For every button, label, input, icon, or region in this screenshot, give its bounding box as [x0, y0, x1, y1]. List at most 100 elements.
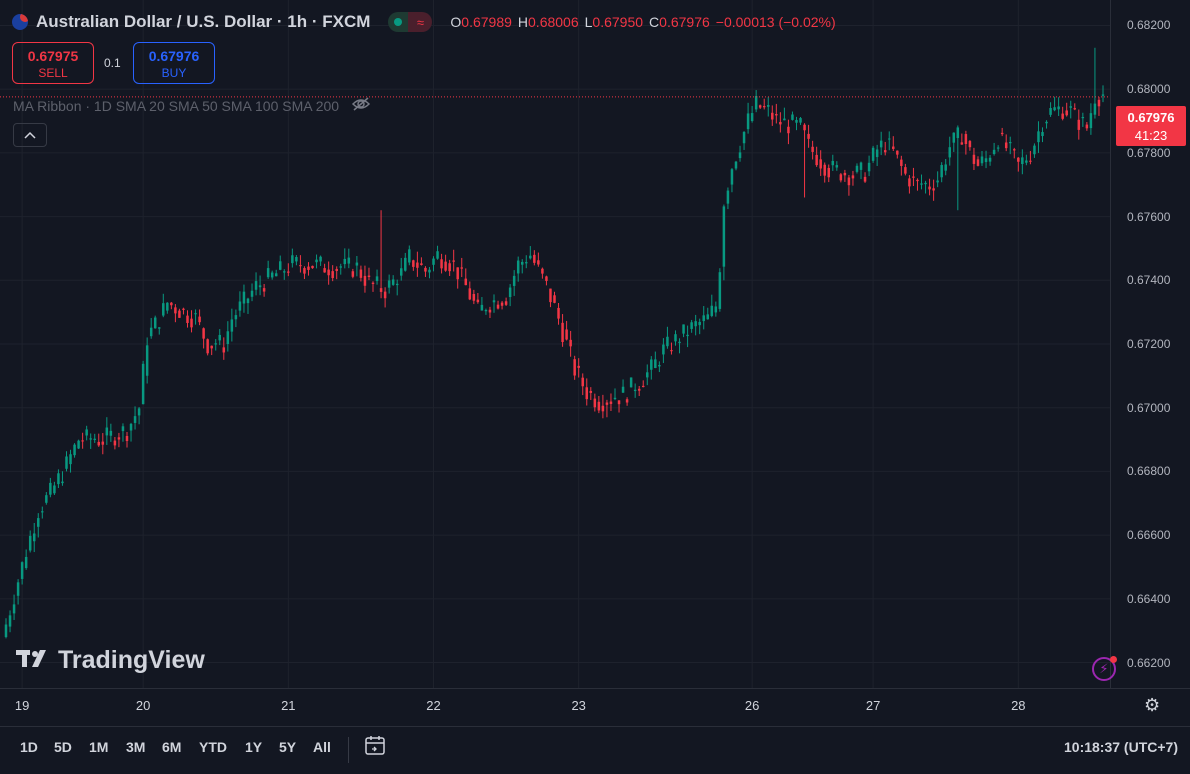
candle-down[interactable]	[125, 435, 129, 441]
candle-down[interactable]	[976, 159, 980, 166]
candle-down[interactable]	[585, 387, 589, 400]
candle-up[interactable]	[158, 327, 161, 329]
candle-up[interactable]	[16, 582, 20, 596]
candle-up[interactable]	[129, 423, 133, 431]
candle-down[interactable]	[549, 288, 552, 303]
candle-up[interactable]	[37, 518, 40, 527]
candle-down[interactable]	[883, 150, 887, 153]
candle-up[interactable]	[980, 156, 984, 164]
candle-down[interactable]	[932, 188, 935, 191]
candle-up[interactable]	[1101, 94, 1105, 96]
candle-up[interactable]	[492, 300, 496, 303]
candle-down[interactable]	[597, 401, 601, 411]
candle-up[interactable]	[710, 305, 714, 316]
candle-up[interactable]	[1049, 108, 1052, 115]
candle-down[interactable]	[440, 259, 443, 269]
price-scale[interactable]: 0.68200 0.68000 0.67800 0.67600 0.67400 0.672…	[1110, 0, 1190, 688]
candle-up[interactable]	[726, 190, 730, 204]
candle-up[interactable]	[49, 482, 52, 495]
candle-down[interactable]	[222, 347, 226, 353]
candle-up[interactable]	[835, 165, 839, 168]
lightning-icon[interactable]: ⚡	[1092, 656, 1117, 681]
candle-up[interactable]	[767, 105, 770, 107]
candle-down[interactable]	[637, 388, 641, 391]
candle-up[interactable]	[867, 162, 871, 172]
candle-down[interactable]	[541, 268, 544, 274]
candle-up[interactable]	[508, 287, 512, 298]
candle-down[interactable]	[117, 437, 121, 440]
candle-up[interactable]	[992, 149, 996, 154]
candle-up[interactable]	[149, 327, 153, 337]
candle-up[interactable]	[246, 298, 250, 304]
candle-up[interactable]	[234, 315, 238, 320]
candle-up[interactable]	[258, 285, 262, 288]
candle-up[interactable]	[936, 180, 939, 183]
candle-up[interactable]	[391, 279, 395, 285]
candle-down[interactable]	[363, 275, 367, 286]
candle-up[interactable]	[855, 165, 859, 172]
candle-down[interactable]	[331, 271, 334, 279]
candle-up[interactable]	[274, 273, 278, 277]
collapse-legend-button[interactable]	[13, 123, 47, 147]
candle-up[interactable]	[875, 149, 879, 158]
candle-up[interactable]	[678, 341, 681, 344]
range-button-1y[interactable]: 1Y	[245, 739, 263, 755]
candle-up[interactable]	[516, 260, 520, 274]
chart-area[interactable]	[0, 0, 1110, 688]
candle-up[interactable]	[783, 118, 786, 121]
buy-button[interactable]: 0.67976 BUY	[133, 42, 215, 84]
candle-up[interactable]	[24, 556, 28, 569]
go-to-date-icon[interactable]	[364, 735, 388, 762]
candle-down[interactable]	[424, 267, 427, 272]
candle-down[interactable]	[1085, 124, 1089, 129]
candle-down[interactable]	[198, 316, 201, 323]
candle-up[interactable]	[706, 314, 710, 320]
candle-up[interactable]	[278, 261, 282, 270]
candle-down[interactable]	[351, 271, 355, 277]
candle-down[interactable]	[916, 179, 919, 182]
candle-up[interactable]	[137, 408, 141, 416]
candle-up[interactable]	[662, 344, 665, 355]
range-button-1m[interactable]: 1M	[89, 739, 109, 755]
candle-down[interactable]	[174, 307, 177, 314]
candle-down[interactable]	[839, 174, 843, 181]
candle-down[interactable]	[553, 295, 556, 303]
indicator-legend[interactable]: MA Ribbon · 1D SMA 20 SMA 50 SMA 100 SMA…	[13, 96, 371, 115]
candle-up[interactable]	[1041, 132, 1044, 137]
candle-up[interactable]	[666, 336, 669, 347]
candle-up[interactable]	[291, 255, 294, 264]
candle-down[interactable]	[819, 159, 822, 169]
candle-up[interactable]	[73, 444, 76, 456]
range-button-6m[interactable]: 6M	[162, 739, 182, 755]
candle-down[interactable]	[472, 293, 476, 301]
candle-down[interactable]	[1073, 108, 1077, 110]
symbol-title[interactable]: Australian Dollar / U.S. Dollar · 1h · F…	[36, 12, 371, 31]
candle-up[interactable]	[654, 359, 657, 369]
candle-up[interactable]	[153, 317, 157, 329]
candle-up[interactable]	[996, 147, 1000, 149]
candle-down[interactable]	[327, 269, 330, 276]
time-scale[interactable]: ⚙ 19 20 21 22 23 26 27 28	[0, 688, 1190, 727]
candle-down[interactable]	[843, 172, 847, 176]
candle-up[interactable]	[266, 268, 270, 278]
candle-up[interactable]	[529, 255, 532, 259]
candle-down[interactable]	[807, 133, 810, 139]
candle-up[interactable]	[722, 206, 726, 267]
candle-up[interactable]	[1025, 160, 1028, 163]
candle-down[interactable]	[307, 266, 310, 270]
candle-up[interactable]	[629, 377, 633, 388]
candle-down[interactable]	[960, 142, 964, 145]
candle-down[interactable]	[1017, 157, 1020, 162]
timezone-clock[interactable]: 10:18:37 (UTC+7)	[1064, 739, 1178, 755]
candle-up[interactable]	[1045, 121, 1048, 124]
candle-down[interactable]	[779, 121, 782, 125]
candle-up[interactable]	[871, 147, 875, 161]
candle-down[interactable]	[968, 141, 972, 148]
range-button-5y[interactable]: 5Y	[279, 739, 297, 755]
candle-down[interactable]	[617, 400, 621, 405]
candle-up[interactable]	[754, 95, 758, 110]
candle-down[interactable]	[972, 154, 976, 164]
candle-down[interactable]	[1029, 160, 1032, 162]
candle-up[interactable]	[319, 256, 322, 262]
candle-up[interactable]	[41, 511, 44, 513]
